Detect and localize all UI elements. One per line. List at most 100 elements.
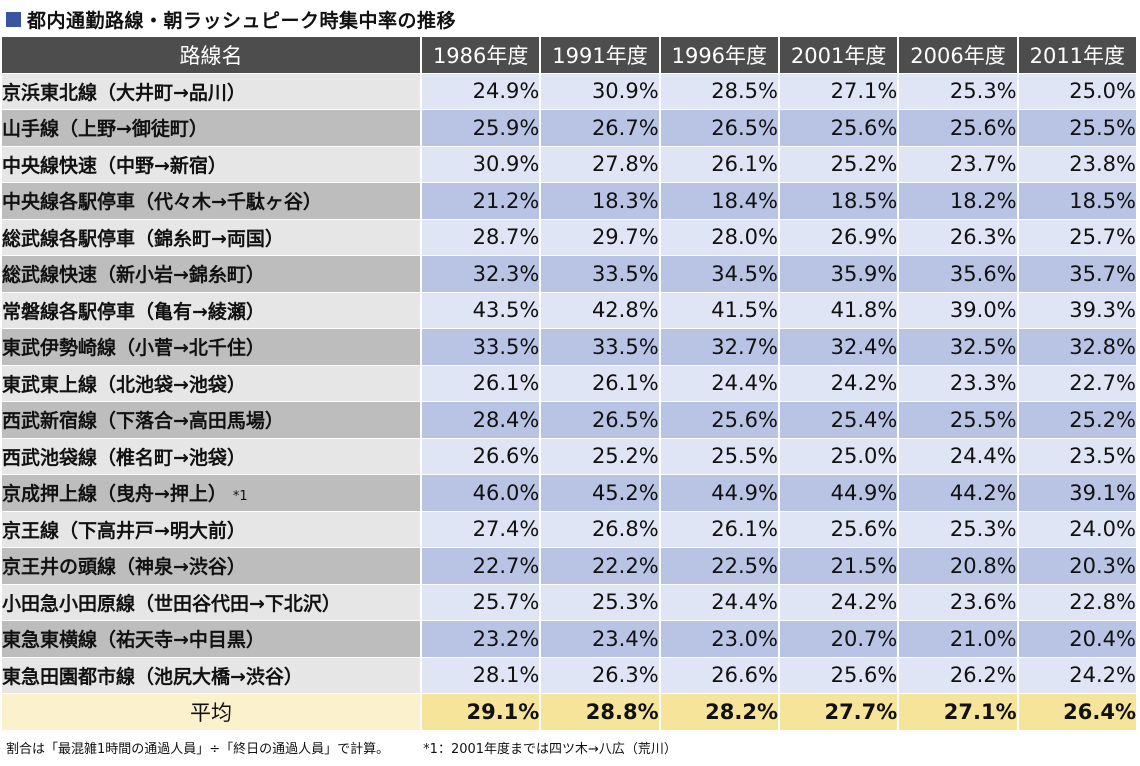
table-row: 京浜東北線（大井町→品川） 24.9% 30.9% 28.5% 27.1% 25.3% 25… <box>2 73 1138 110</box>
column-header-route: 路線名 <box>2 37 422 74</box>
value-cell: 30.9% <box>422 146 542 183</box>
value-cell: 25.2% <box>1018 402 1138 439</box>
value-cell: 25.6% <box>779 657 900 694</box>
value-cell: 43.5% <box>422 292 542 329</box>
value-cell: 33.5% <box>541 329 661 366</box>
route-name-cell: 山手線（上野→御徒町） <box>2 110 422 147</box>
average-value-cell: 27.1% <box>899 694 1019 731</box>
value-cell: 29.7% <box>541 219 661 256</box>
value-cell: 24.2% <box>1018 657 1138 694</box>
value-cell: 41.5% <box>660 292 780 329</box>
table-row: 西武池袋線（椎名町→池袋） 26.6% 25.2% 25.5% 25.0% 24.4% 23… <box>2 438 1138 475</box>
value-cell: 28.5% <box>660 73 780 110</box>
value-cell: 23.5% <box>1018 438 1138 475</box>
average-value-cell: 27.7% <box>779 694 900 731</box>
table-row: 京成押上線（曳舟→押上） *1 46.0% 45.2% 44.9% 44.9% 44.2% 3… <box>2 475 1138 512</box>
value-cell: 25.9% <box>422 110 542 147</box>
route-name-cell: 京浜東北線（大井町→品川） <box>2 73 422 110</box>
average-label: 平均 <box>2 694 422 731</box>
value-cell: 26.9% <box>779 219 900 256</box>
value-cell: 25.2% <box>541 438 661 475</box>
table-row: 東武伊勢崎線（小菅→北千住） 33.5% 33.5% 32.7% 32.4% 32.5% 3… <box>2 329 1138 366</box>
value-cell: 25.5% <box>1018 110 1138 147</box>
column-header-year: 2011年度 <box>1018 37 1138 74</box>
value-cell: 30.9% <box>541 73 661 110</box>
value-cell: 39.3% <box>1018 292 1138 329</box>
route-name-cell: 東武東上線（北池袋→池袋） <box>2 365 422 402</box>
column-header-year: 2006年度 <box>899 37 1019 74</box>
value-cell: 21.0% <box>899 621 1019 658</box>
route-name-cell: 京王線（下高井戸→明大前） <box>2 511 422 548</box>
route-name: 東急東横線（祐天寺→中目黒） <box>2 629 265 652</box>
column-header-year: 2001年度 <box>779 37 900 74</box>
route-name-cell: 中央線各駅停車（代々木→千駄ヶ谷） <box>2 183 422 220</box>
value-cell: 22.7% <box>1018 365 1138 402</box>
footer-notes: 割合は「最混雑1時間の通過人員」÷「終日の通過人員」で計算。 *1：2001年度… <box>6 738 677 757</box>
average-value-cell: 29.1% <box>422 694 542 731</box>
value-cell: 18.3% <box>541 183 661 220</box>
value-cell: 28.4% <box>422 402 542 439</box>
table-row: 東急田園都市線（池尻大橋→渋谷） 28.1% 26.3% 26.6% 25.6% 26.2… <box>2 657 1138 694</box>
route-name-cell: 東武伊勢崎線（小菅→北千住） <box>2 329 422 366</box>
data-table: 路線名 1986年度 1991年度 1996年度 2001年度 2006年度 2011年度 … <box>2 37 1138 731</box>
table-row: 中央線快速（中野→新宿） 30.9% 27.8% 26.1% 25.2% 23.7% 23.… <box>2 146 1138 183</box>
value-cell: 25.3% <box>899 73 1019 110</box>
value-cell: 27.4% <box>422 511 542 548</box>
value-cell: 35.6% <box>899 256 1019 293</box>
route-name-cell: 中央線快速（中野→新宿） <box>2 146 422 183</box>
value-cell: 20.8% <box>899 548 1019 585</box>
table-row: 東武東上線（北池袋→池袋） 26.1% 26.1% 24.4% 24.2% 23.3% 22… <box>2 365 1138 402</box>
route-name-cell: 西武新宿線（下落合→高田馬場） <box>2 402 422 439</box>
value-cell: 28.1% <box>422 657 542 694</box>
value-cell: 33.5% <box>422 329 542 366</box>
table-row: 京王線（下高井戸→明大前） 27.4% 26.8% 26.1% 25.6% 25.3% 24… <box>2 511 1138 548</box>
value-cell: 25.6% <box>779 511 900 548</box>
value-cell: 25.5% <box>899 402 1019 439</box>
footer-note-formula: 割合は「最混雑1時間の通過人員」÷「終日の通過人員」で計算。 <box>6 742 390 757</box>
value-cell: 25.4% <box>779 402 900 439</box>
value-cell: 24.2% <box>779 365 900 402</box>
value-cell: 28.7% <box>422 219 542 256</box>
value-cell: 21.2% <box>422 183 542 220</box>
value-cell: 22.8% <box>1018 584 1138 621</box>
route-name-cell: 総武線各駅停車（錦糸町→両国） <box>2 219 422 256</box>
footnote-mark: *1 <box>232 489 248 505</box>
value-cell: 42.8% <box>541 292 661 329</box>
value-cell: 26.1% <box>660 146 780 183</box>
route-name: 西武池袋線（椎名町→池袋） <box>2 446 246 469</box>
value-cell: 26.6% <box>660 657 780 694</box>
value-cell: 25.6% <box>899 110 1019 147</box>
value-cell: 26.5% <box>541 402 661 439</box>
table-row: 総武線各駅停車（錦糸町→両国） 28.7% 29.7% 28.0% 26.9% 26.3%… <box>2 219 1138 256</box>
route-name: 常磐線各駅停車（亀有→綾瀬） <box>2 300 265 323</box>
route-name-cell: 京王井の頭線（神泉→渋谷） <box>2 548 422 585</box>
value-cell: 46.0% <box>422 475 542 512</box>
table-row: 常磐線各駅停車（亀有→綾瀬） 43.5% 42.8% 41.5% 41.8% 39.0% 3… <box>2 292 1138 329</box>
value-cell: 27.8% <box>541 146 661 183</box>
route-name: 東武伊勢崎線（小菅→北千住） <box>2 337 265 360</box>
table-row: 総武線快速（新小岩→錦糸町） 32.3% 33.5% 34.5% 35.9% 35.6% 3… <box>2 256 1138 293</box>
value-cell: 28.0% <box>660 219 780 256</box>
value-cell: 22.5% <box>660 548 780 585</box>
value-cell: 25.3% <box>541 584 661 621</box>
value-cell: 23.0% <box>660 621 780 658</box>
table-body: 京浜東北線（大井町→品川） 24.9% 30.9% 28.5% 27.1% 25.3% 25… <box>2 73 1138 731</box>
route-name: 総武線快速（新小岩→錦糸町） <box>2 264 265 287</box>
value-cell: 25.6% <box>660 402 780 439</box>
value-cell: 23.7% <box>899 146 1019 183</box>
value-cell: 23.8% <box>1018 146 1138 183</box>
value-cell: 41.8% <box>779 292 900 329</box>
route-name: 東急田園都市線（池尻大橋→渋谷） <box>2 665 303 688</box>
table-row: 京王井の頭線（神泉→渋谷） 22.7% 22.2% 22.5% 21.5% 20.8% 20… <box>2 548 1138 585</box>
value-cell: 32.3% <box>422 256 542 293</box>
value-cell: 44.9% <box>660 475 780 512</box>
value-cell: 18.4% <box>660 183 780 220</box>
route-name: 中央線各駅停車（代々木→千駄ヶ谷） <box>2 191 322 214</box>
value-cell: 20.4% <box>1018 621 1138 658</box>
value-cell: 32.7% <box>660 329 780 366</box>
table-row: 小田急小田原線（世田谷代田→下北沢） 25.7% 25.3% 24.4% 24.2% 23… <box>2 584 1138 621</box>
average-value-cell: 26.4% <box>1018 694 1138 731</box>
value-cell: 26.3% <box>541 657 661 694</box>
value-cell: 26.1% <box>541 365 661 402</box>
value-cell: 23.4% <box>541 621 661 658</box>
